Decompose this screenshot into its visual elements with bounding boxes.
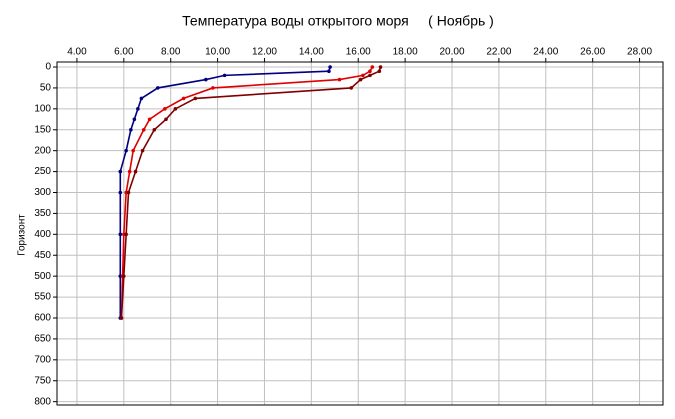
data-point [127,169,132,174]
data-point [119,316,124,320]
y-axis-label: Горизонт [17,214,28,256]
data-point [327,69,331,74]
data-point [118,232,123,237]
data-point [378,65,383,69]
data-point [222,73,227,78]
data-point [141,127,146,132]
y-tick-label: 200 [34,145,51,156]
y-tick-label: 450 [34,250,51,261]
data-point [370,65,375,69]
y-tick-label: 300 [34,187,51,198]
x-tick-label: 6.00 [114,47,134,58]
y-tick-label: 650 [34,334,51,345]
data-point [122,274,126,278]
x-tick-label: 26.00 [580,47,605,58]
data-point [147,117,152,122]
data-point [368,73,372,78]
y-tick-label: 150 [34,124,51,135]
data-point [349,86,354,90]
data-point [163,107,167,111]
plot-frame [56,61,664,406]
data-point [164,117,168,122]
data-point [131,148,135,153]
y-tick-label: 350 [34,208,51,219]
data-point [358,77,363,82]
data-point [129,127,133,132]
data-point [136,107,140,111]
data-point [173,107,178,111]
x-tick-label: 14.00 [299,47,324,58]
data-point [118,169,123,174]
data-point [139,96,144,101]
data-point [337,77,342,82]
y-tick-label: 400 [34,229,51,240]
data-point [377,69,382,74]
data-point [124,148,128,153]
x-tick-label: 10.00 [205,47,230,58]
x-tick-label: 18.00 [393,47,418,58]
data-point [156,86,160,90]
y-tick-label: 800 [34,396,51,407]
x-tick-label: 22.00 [486,47,511,58]
y-tick-label: 750 [34,375,51,386]
x-tick-label: 8.00 [161,47,181,58]
y-tick-label: 100 [34,103,51,114]
x-tick-label: 4.00 [67,47,87,58]
data-point [181,96,186,101]
data-point [132,117,137,122]
data-point [140,148,145,153]
data-point [133,169,138,174]
y-tick-label: 550 [34,292,51,303]
data-point [204,77,208,82]
y-tick-label: 0 [45,62,51,73]
y-tick-label: 50 [40,83,52,94]
y-tick-label: 600 [34,313,51,324]
data-point [126,190,131,195]
x-tick-label: 20.00 [439,47,464,58]
data-point [211,86,215,90]
x-tick-label: 28.00 [627,47,652,58]
x-tick-label: 24.00 [533,47,558,58]
data-point [124,232,128,237]
data-point [193,96,198,101]
data-point [152,127,157,132]
chart-title: Температура воды открытого моря ( Ноябрь… [182,13,494,29]
x-tick-label: 12.00 [252,47,277,58]
data-point [328,65,332,69]
data-point [118,190,123,195]
data-point [368,69,372,74]
y-tick-label: 250 [34,166,51,177]
x-tick-label: 16.00 [346,47,371,58]
y-tick-label: 500 [34,271,51,282]
data-point [361,73,365,78]
y-tick-label: 700 [34,354,51,365]
